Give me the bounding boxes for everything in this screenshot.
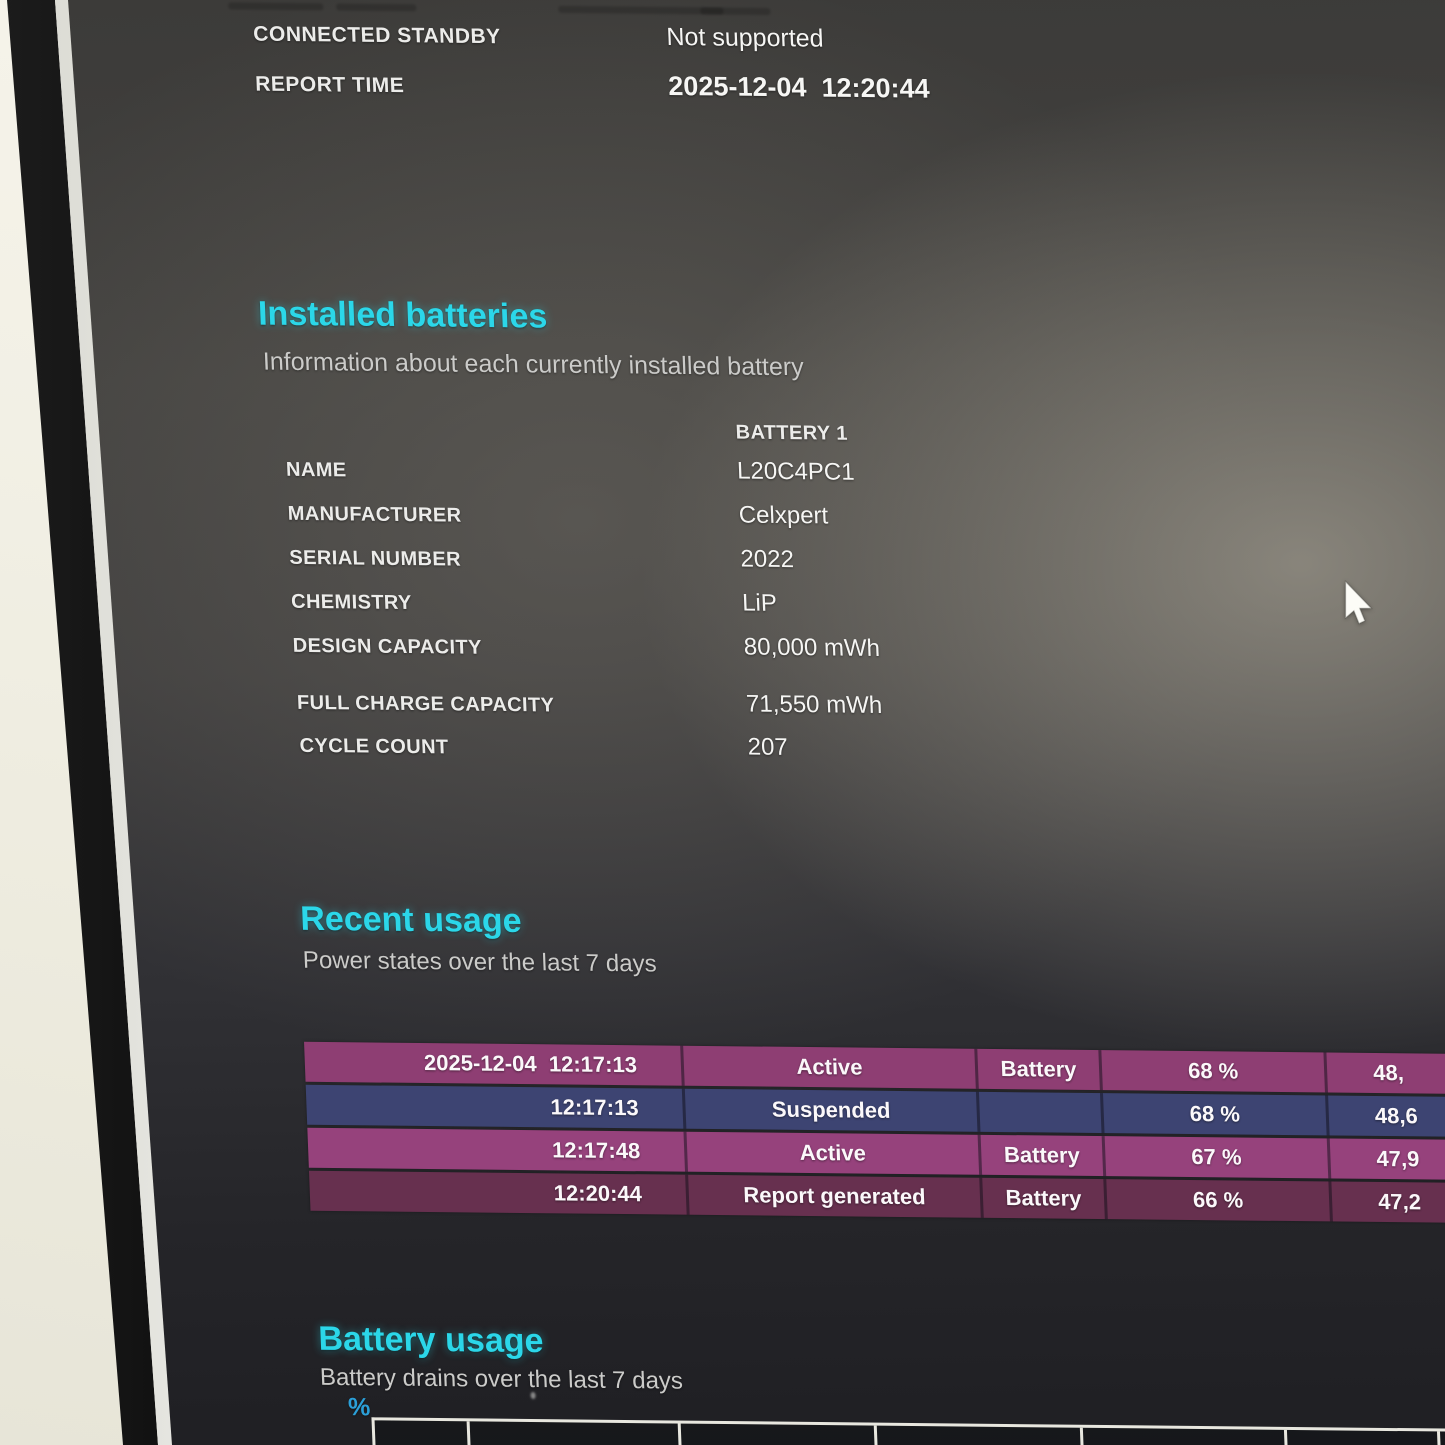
- cutoff-row-remnant: [558, 5, 724, 15]
- battery-full-charge-label: FULL CHARGE CAPACITY: [296, 691, 555, 717]
- recent-usage-subtitle: Power states over the last 7 days: [302, 946, 658, 978]
- battery-usage-title: Battery usage: [317, 1319, 545, 1361]
- battery-manufacturer-label: MANUFACTURER: [287, 502, 462, 527]
- usage-start-time: 2025-12-04 12:17:13: [423, 1050, 638, 1078]
- chart-y-axis-label: %: [347, 1393, 371, 1422]
- chart-gridline: [677, 1423, 684, 1445]
- battery-manufacturer-value: Celxpert: [738, 501, 829, 530]
- report-info-row: REPORT TIME 2025-12-04 12:20:44: [255, 67, 931, 105]
- cutoff-row-remnant: [228, 2, 324, 11]
- usage-source: Battery: [974, 1048, 1100, 1091]
- report-time-label: REPORT TIME: [254, 72, 405, 98]
- recent-usage-table: START TIME STATE SOURCE CAPACITY REMAINI…: [303, 1008, 1445, 1225]
- usage-start-time: 12:20:44: [553, 1180, 643, 1207]
- connected-standby-label: CONNECTED STANDBY: [252, 22, 502, 49]
- installed-batteries-subtitle: Information about each currently install…: [262, 347, 805, 382]
- battery-serial-label: SERIAL NUMBER: [289, 546, 462, 571]
- usage-state: Report generated: [685, 1174, 981, 1218]
- usage-state: Active: [683, 1131, 980, 1175]
- recent-usage-title: Recent usage: [299, 899, 523, 941]
- installed-batteries-title: Installed batteries: [257, 294, 549, 336]
- usage-row-report-generated: 12:20:44 Report generated Battery 66 % 4…: [308, 1170, 1445, 1225]
- report-info-row: CONNECTED STANDBY Not supported: [253, 19, 824, 54]
- usage-capacity: 47,9: [1326, 1138, 1445, 1182]
- dust-speck: [530, 1391, 536, 1400]
- usage-start-time: 12:17:48: [551, 1137, 641, 1164]
- connected-standby-value: Not supported: [665, 22, 825, 53]
- battery-cycle-count-value: 207: [747, 733, 789, 761]
- battery-usage-subtitle: Battery drains over the last 7 days: [319, 1363, 684, 1395]
- usage-capacity: 48,: [1323, 1052, 1445, 1096]
- battery-usage-chart: [371, 1417, 1445, 1445]
- battery-full-charge-value: 71,550 mWh: [745, 690, 883, 719]
- battery-serial-value: 2022: [739, 545, 795, 574]
- usage-percent: 68 %: [1098, 1050, 1325, 1093]
- chart-gridline: [1436, 1431, 1444, 1445]
- usage-source: Battery: [977, 1134, 1104, 1177]
- battery-design-capacity-label: DESIGN CAPACITY: [292, 634, 483, 659]
- battery-column-header: BATTERY 1: [735, 421, 849, 445]
- chart-gridline: [1079, 1427, 1087, 1445]
- usage-state: Active: [680, 1045, 976, 1089]
- battery-name-value: L20C4PC1: [736, 457, 856, 486]
- battery-name-label: NAME: [285, 458, 347, 482]
- battery-chemistry-value: LiP: [741, 589, 778, 617]
- cutoff-row-remnant: [336, 3, 417, 12]
- battery-cycle-count-label: CYCLE COUNT: [299, 734, 449, 759]
- battery-design-capacity-value: 80,000 mWh: [743, 633, 881, 662]
- usage-start-time: 12:17:13: [549, 1094, 640, 1121]
- cutoff-row-remnant: [700, 7, 771, 16]
- usage-capacity: 48,6: [1325, 1095, 1445, 1139]
- chart-gridline: [1283, 1429, 1291, 1445]
- usage-state: Suspended: [681, 1088, 978, 1132]
- mouse-cursor-icon: [1344, 580, 1374, 625]
- usage-source: Battery: [979, 1177, 1105, 1220]
- battery-chemistry-label: CHEMISTRY: [290, 590, 413, 615]
- usage-percent: 68 %: [1099, 1093, 1327, 1136]
- report-time-value: 2025-12-04 12:20:44: [667, 70, 931, 104]
- usage-percent: 67 %: [1101, 1136, 1329, 1179]
- usage-source: [975, 1091, 1102, 1134]
- usage-capacity: 47,2: [1328, 1181, 1445, 1225]
- chart-gridline: [466, 1421, 473, 1445]
- usage-percent: 66 %: [1103, 1179, 1330, 1222]
- chart-gridline: [873, 1425, 881, 1445]
